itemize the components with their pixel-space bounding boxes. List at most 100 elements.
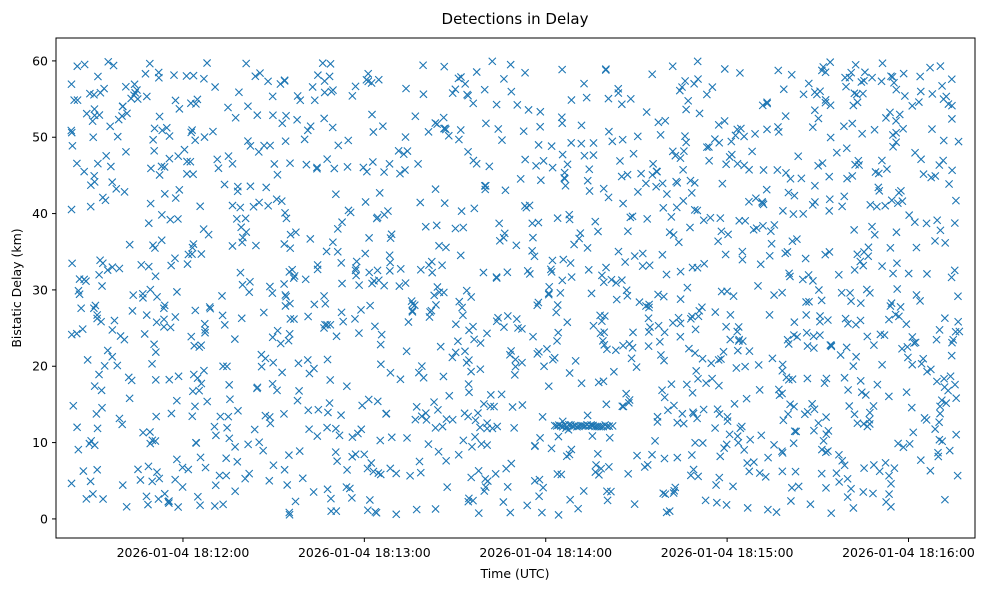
- data-point: [545, 282, 554, 291]
- data-point: [808, 123, 817, 132]
- data-point: [722, 160, 731, 169]
- data-point: [528, 219, 537, 228]
- data-point: [251, 241, 260, 250]
- data-point: [314, 405, 323, 414]
- data-point: [681, 76, 690, 85]
- data-point: [90, 105, 99, 114]
- data-point: [721, 250, 730, 259]
- data-point: [243, 102, 252, 111]
- data-point: [851, 320, 860, 329]
- data-point: [293, 115, 302, 124]
- data-point: [499, 74, 508, 83]
- data-point: [916, 87, 925, 96]
- data-point: [467, 292, 476, 301]
- data-point: [196, 453, 205, 462]
- data-point: [374, 75, 383, 84]
- data-point: [784, 410, 793, 419]
- data-point: [441, 124, 450, 133]
- data-point: [337, 411, 346, 420]
- data-point: [191, 306, 200, 315]
- data-point: [684, 96, 693, 105]
- data-point: [528, 233, 537, 242]
- data-point: [628, 343, 637, 352]
- data-point: [589, 151, 598, 160]
- data-point: [754, 281, 762, 290]
- data-point: [658, 386, 667, 395]
- data-point: [67, 128, 76, 137]
- data-point: [617, 172, 626, 181]
- data-point: [473, 409, 482, 418]
- data-point: [612, 278, 621, 287]
- data-point: [431, 504, 440, 513]
- data-point: [734, 438, 743, 447]
- data-point: [622, 389, 631, 398]
- data-point: [483, 441, 492, 450]
- data-point: [357, 425, 366, 434]
- data-point: [350, 314, 359, 323]
- data-point: [121, 82, 130, 91]
- data-point: [193, 374, 202, 383]
- data-point: [561, 181, 570, 190]
- data-point: [733, 327, 742, 336]
- data-point: [624, 398, 633, 407]
- data-point: [170, 254, 179, 263]
- data-point: [189, 170, 198, 179]
- data-point: [367, 459, 376, 468]
- data-point: [947, 114, 956, 123]
- data-point: [499, 233, 508, 242]
- data-point: [431, 300, 440, 309]
- data-point: [849, 101, 858, 110]
- data-point: [462, 286, 471, 295]
- data-point: [676, 267, 685, 276]
- data-point: [222, 471, 231, 480]
- data-point: [630, 500, 639, 509]
- data-point: [738, 247, 747, 256]
- data-point: [536, 107, 545, 116]
- data-point: [318, 59, 327, 68]
- data-point: [241, 214, 250, 223]
- data-point: [733, 432, 742, 441]
- data-point: [193, 492, 202, 501]
- data-point: [722, 440, 731, 449]
- data-point: [842, 144, 851, 153]
- data-point: [693, 263, 702, 272]
- data-point: [714, 120, 723, 129]
- data-point: [938, 81, 947, 90]
- data-point: [684, 344, 693, 353]
- data-point: [751, 194, 760, 203]
- data-point: [926, 63, 935, 72]
- data-point: [236, 203, 245, 212]
- data-point: [682, 380, 691, 389]
- data-point: [667, 380, 676, 389]
- data-point: [945, 180, 954, 188]
- data-point: [501, 186, 510, 195]
- data-point: [614, 247, 623, 256]
- data-point: [321, 299, 330, 308]
- data-point: [889, 269, 898, 278]
- data-point: [228, 241, 237, 250]
- data-point: [604, 127, 613, 136]
- data-point: [440, 62, 449, 71]
- data-point: [629, 149, 638, 158]
- data-point: [197, 250, 206, 259]
- data-point: [889, 142, 898, 151]
- data-point: [160, 489, 169, 498]
- data-point: [408, 306, 417, 315]
- data-point: [778, 448, 787, 457]
- data-point: [623, 227, 632, 236]
- data-point: [155, 474, 164, 483]
- data-point: [849, 362, 858, 371]
- data-point: [395, 282, 404, 291]
- data-point: [220, 320, 229, 329]
- data-point: [530, 252, 539, 261]
- data-point: [694, 374, 702, 383]
- data-point: [433, 405, 442, 414]
- data-point: [268, 92, 277, 101]
- data-point: [268, 289, 277, 298]
- data-point: [211, 431, 220, 440]
- data-point: [175, 104, 184, 113]
- data-point: [745, 467, 754, 476]
- y-axis-label: Bistatic Delay (km): [9, 228, 24, 347]
- data-point: [270, 159, 279, 168]
- data-point: [563, 160, 572, 169]
